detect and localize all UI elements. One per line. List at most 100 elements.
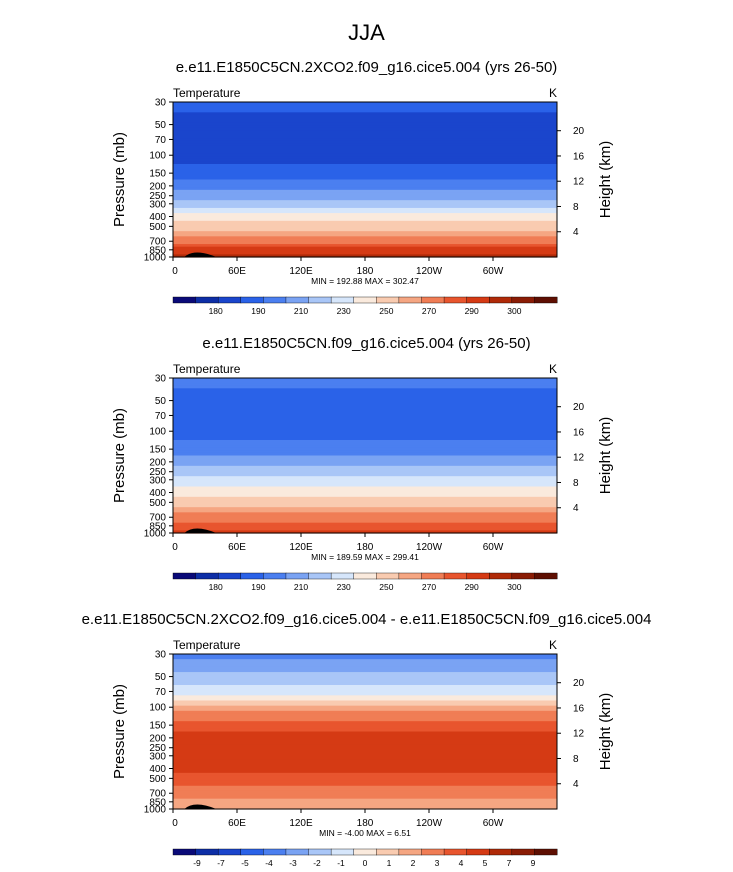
colorbar-label: 1 <box>387 858 392 868</box>
contour-band <box>173 752 557 756</box>
colorbar-swatch <box>217 572 242 580</box>
colorbar-label: 5 <box>483 858 488 868</box>
contour-band <box>173 171 557 175</box>
x-tick-label: 60W <box>483 266 504 277</box>
y-tick-label: 500 <box>149 774 166 785</box>
terrain-mask <box>184 804 217 809</box>
colorbar-label: 300 <box>507 582 521 592</box>
contour-band <box>173 785 557 789</box>
contour-band <box>173 664 557 668</box>
colorbar-label: 300 <box>507 306 521 316</box>
y-tick-label: 150 <box>149 169 166 180</box>
colorbar-swatch <box>398 848 422 856</box>
contour-band <box>173 158 557 163</box>
colorbar-label: 230 <box>337 582 351 592</box>
contour-band <box>173 156 557 160</box>
colorbar-label: 230 <box>337 306 351 316</box>
colorbar-swatch <box>466 848 490 856</box>
contour-band <box>173 179 557 183</box>
contour-band <box>173 700 557 704</box>
contour-band <box>173 182 557 186</box>
contour-band <box>173 710 557 715</box>
colorbar-swatch <box>308 848 332 856</box>
y2-tick-label: 16 <box>573 703 585 714</box>
contour-band <box>173 388 557 392</box>
contour-band <box>173 169 557 173</box>
terrain-mask <box>184 528 217 533</box>
contour-band <box>173 396 557 400</box>
contour-band <box>173 499 557 503</box>
contour-band <box>173 736 557 740</box>
contour-band <box>173 661 557 665</box>
contour-band <box>173 744 557 748</box>
y-tick-label: 30 <box>155 374 167 385</box>
contour-fill <box>173 378 557 534</box>
colorbar-swatch <box>534 296 558 304</box>
colorbar-swatch <box>421 572 445 580</box>
contour-band <box>173 228 557 232</box>
contour-band <box>173 778 557 782</box>
colorbar-swatch <box>353 296 377 304</box>
contour-band <box>173 192 557 196</box>
y2-tick-label: 8 <box>573 754 579 765</box>
contour-band <box>173 486 557 490</box>
colorbar-swatch <box>330 572 355 580</box>
contour-band <box>173 161 557 165</box>
contour-band <box>173 174 557 178</box>
stats-label: MIN = -4.00 MAX = 6.51 <box>319 828 411 838</box>
colorbar-label: 210 <box>294 306 308 316</box>
contour-band <box>173 184 557 188</box>
x-tick-label: 180 <box>357 542 374 553</box>
contour-band <box>173 731 557 735</box>
contour-band <box>173 772 557 777</box>
y2-tick-label: 4 <box>573 227 579 238</box>
contour-band <box>173 522 557 526</box>
x-tick-label: 60E <box>228 818 246 829</box>
contour-band <box>173 726 557 730</box>
contour-band <box>173 207 557 212</box>
colorbar-label: -2 <box>313 858 321 868</box>
y-tick-label: 50 <box>155 120 167 131</box>
colorbar-swatch <box>195 848 219 856</box>
colorbar-swatch <box>466 572 490 580</box>
colorbar-swatch <box>240 296 264 304</box>
contour-band <box>173 793 557 797</box>
x-tick-label: 60E <box>228 266 246 277</box>
x-tick-label: 120E <box>289 266 313 277</box>
contour-band <box>173 104 557 108</box>
contour-band <box>173 659 557 663</box>
units-label: K <box>549 86 557 100</box>
contour-band <box>173 502 557 506</box>
contour-band <box>173 120 557 124</box>
contour-band <box>173 416 557 420</box>
y-tick-label: 300 <box>149 199 166 210</box>
colorbar-label: -3 <box>289 858 297 868</box>
contour-band <box>173 654 557 658</box>
contour-band <box>173 249 557 253</box>
y-tick-label: 200 <box>149 181 166 192</box>
contour-band <box>173 440 557 444</box>
contour-band <box>173 130 557 134</box>
colorbar-label: 7 <box>507 858 512 868</box>
colorbar-swatch <box>443 572 468 580</box>
colorbar-label: -7 <box>217 858 225 868</box>
colorbar-label: -9 <box>193 858 201 868</box>
x-tick-label: 180 <box>357 818 374 829</box>
contour-band <box>173 790 557 795</box>
y-tick-label: 1000 <box>144 253 167 264</box>
contour-band <box>173 674 557 678</box>
y2-tick-label: 4 <box>573 779 579 790</box>
contour-band <box>173 223 557 227</box>
colorbar-swatch <box>217 296 242 304</box>
contour-band <box>173 669 557 673</box>
contour-band <box>173 527 557 532</box>
contour-band <box>173 803 557 808</box>
figure-title: JJA <box>348 20 385 45</box>
colorbar-swatch <box>511 848 535 856</box>
contour-band <box>173 205 557 209</box>
contour-band <box>173 739 557 743</box>
y-tick-label: 100 <box>149 151 166 162</box>
colorbar-swatch <box>421 296 445 304</box>
panel-3-title: e.e11.E1850C5CN.2XCO2.f09_g16.cice5.004 … <box>81 611 652 628</box>
colorbar-swatch <box>353 572 377 580</box>
